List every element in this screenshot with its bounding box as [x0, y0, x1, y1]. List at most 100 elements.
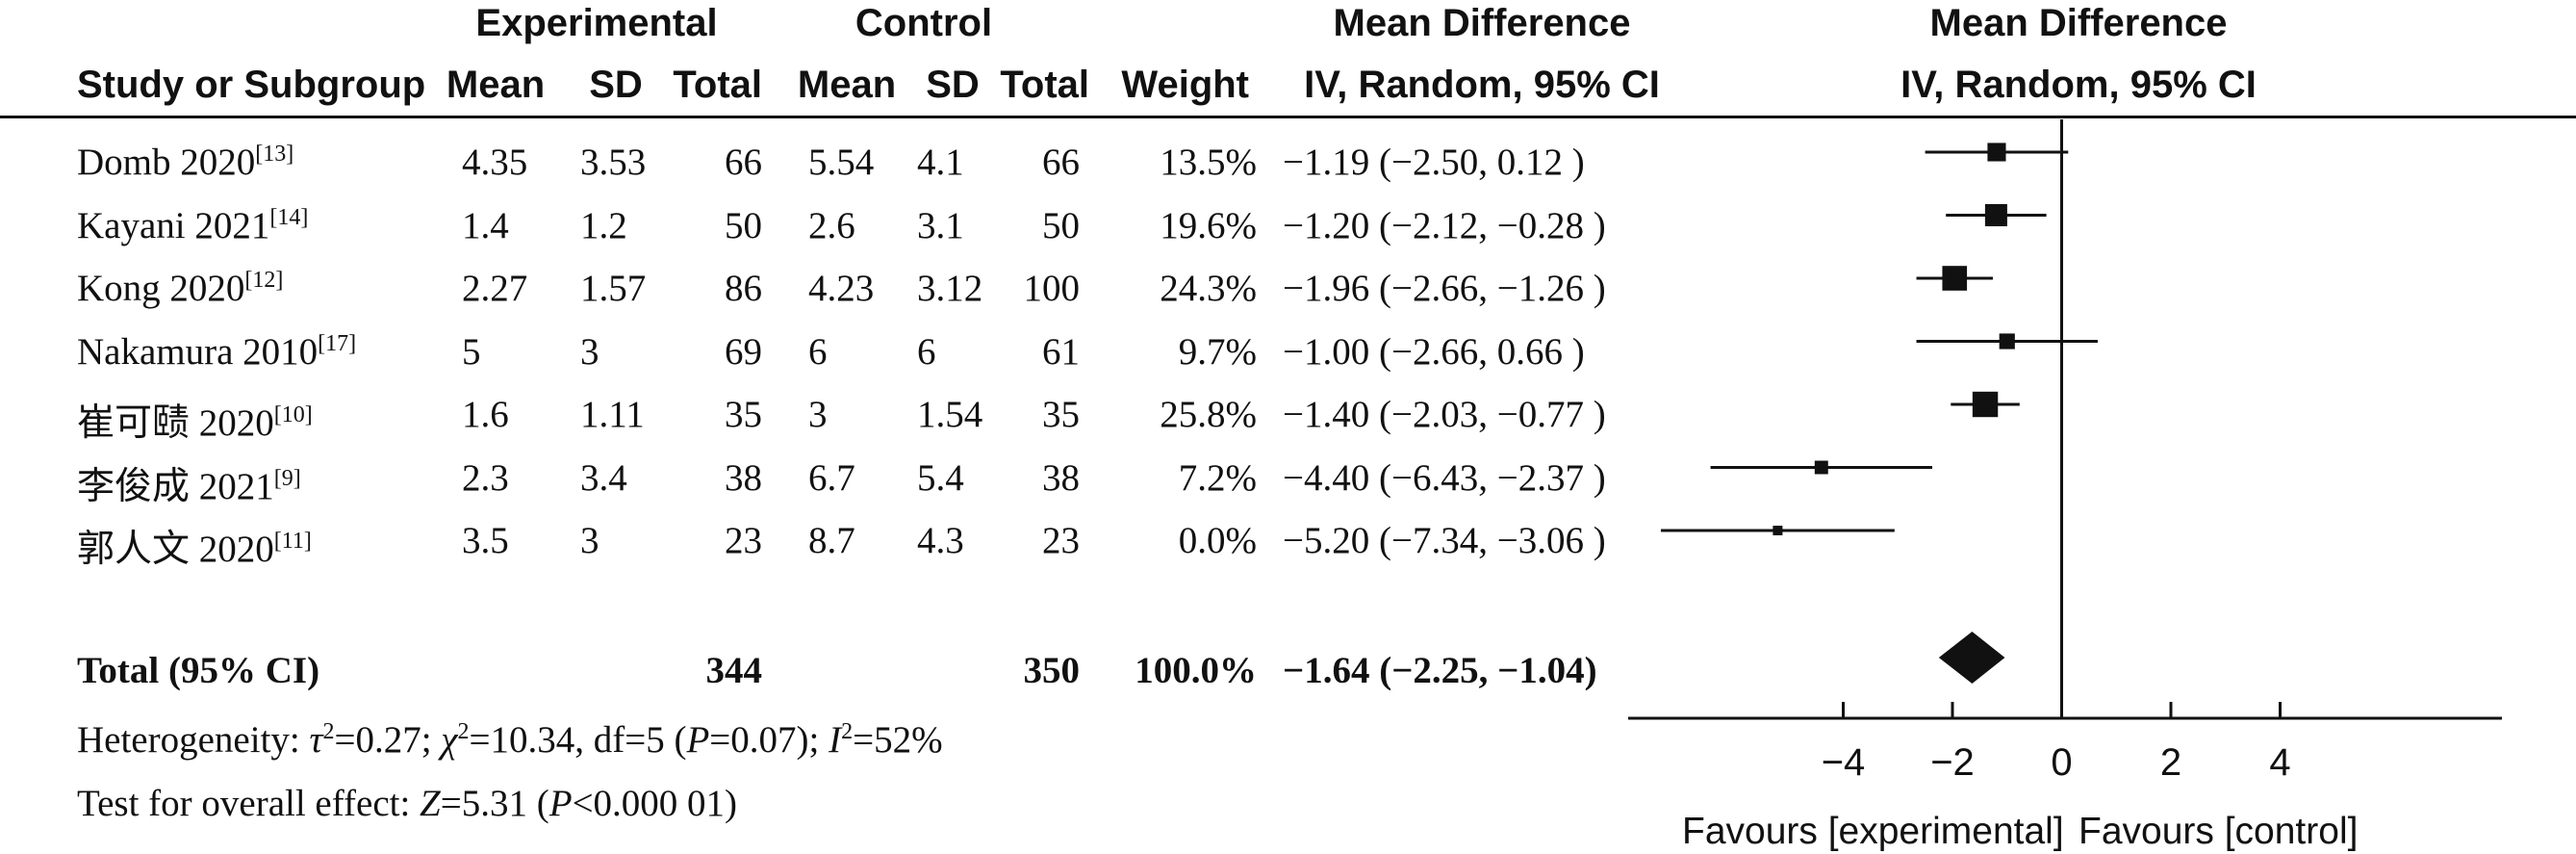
study-name: 郭人文 2020[11]	[77, 519, 312, 573]
total-ctl-total: 350	[1023, 650, 1081, 691]
cell-exp-sd: 3	[580, 520, 599, 561]
cell-ctl-mean: 8.7	[808, 520, 855, 561]
cell-ctl-total: 38	[1042, 456, 1080, 499]
cell-exp-total: 38	[725, 456, 762, 499]
total-exp-total: 344	[705, 650, 763, 691]
header-exp-mean: Mean	[446, 64, 546, 106]
study-name-text: Nakamura 2010	[77, 330, 319, 373]
study-name: Domb 2020[13]	[77, 141, 293, 184]
x-tick-label: 2	[2160, 741, 2181, 784]
cell-ctl-total: 23	[1042, 520, 1080, 561]
cell-exp-sd: 1.2	[580, 204, 627, 246]
study-reference: [13]	[255, 142, 294, 167]
cell-ctl-sd: 3.12	[917, 268, 983, 309]
point-estimate	[1984, 203, 2007, 227]
cell-ctl-sd: 5.4	[917, 456, 964, 499]
x-tick-label: 0	[2051, 741, 2072, 784]
cell-exp-total: 50	[725, 204, 762, 246]
cell-ctl-mean: 3	[808, 394, 828, 435]
cell-ci-text: −1.00 (−2.66, 0.66 )	[1283, 330, 1585, 373]
cell-exp-sd: 1.57	[580, 268, 647, 309]
cell-exp-sd: 3	[580, 330, 599, 373]
cell-exp-mean: 1.6	[462, 394, 509, 435]
point-estimate	[1942, 266, 1968, 291]
study-name-text: 崔可赜 2020	[77, 402, 274, 444]
cell-ci-text: −4.40 (−6.43, −2.37 )	[1283, 456, 1606, 499]
header-mean-difference-plot: Mean Difference	[1929, 2, 2228, 44]
cell-ci-text: −1.96 (−2.66, −1.26 )	[1283, 268, 1606, 309]
cell-ctl-mean: 6	[808, 330, 828, 373]
cell-ctl-total: 61	[1042, 330, 1080, 373]
cell-exp-mean: 3.5	[462, 520, 509, 561]
cell-ci-text: −1.40 (−2.03, −0.77 )	[1283, 394, 1606, 435]
cell-exp-sd: 3.53	[580, 142, 647, 183]
cell-ctl-mean: 6.7	[808, 456, 855, 499]
study-name-text: 李俊成 2021	[77, 465, 274, 507]
cell-ctl-sd: 3.1	[917, 204, 964, 246]
favours-control-label: Favours [control]	[2079, 811, 2358, 852]
pooled-diamond	[1938, 632, 2005, 684]
cell-weight: 24.3%	[1160, 268, 1257, 309]
header-mean-difference-table: Mean Difference	[1333, 2, 1631, 44]
cell-ctl-total: 100	[1023, 268, 1081, 309]
header-ctl-mean: Mean	[797, 64, 897, 106]
study-reference: [10]	[273, 402, 313, 427]
header-ctl-total: Total	[1000, 64, 1089, 106]
cell-exp-mean: 1.4	[462, 204, 509, 246]
study-name-text: Kong 2020	[77, 268, 245, 309]
x-tick-label: −2	[1930, 741, 1975, 784]
cell-ctl-sd: 4.1	[917, 142, 964, 183]
study-name: Kong 2020[12]	[77, 267, 283, 310]
study-reference: [14]	[269, 204, 309, 230]
study-reference: [11]	[273, 529, 312, 554]
point-estimate	[1773, 526, 1783, 535]
cell-exp-total: 69	[725, 330, 762, 373]
study-name: 李俊成 2021[9]	[77, 456, 301, 510]
study-reference: [17]	[318, 330, 357, 356]
cell-exp-mean: 2.27	[462, 268, 528, 309]
cell-ctl-total: 50	[1042, 204, 1080, 246]
cell-ci-text: −1.19 (−2.50, 0.12 )	[1283, 142, 1585, 183]
cell-exp-mean: 5	[462, 330, 481, 373]
study-name-text: 郭人文 2020	[77, 529, 274, 570]
header-weight: Weight	[1121, 64, 1249, 106]
cell-exp-total: 23	[725, 520, 762, 561]
cell-ctl-mean: 2.6	[808, 204, 855, 246]
study-name-text: Kayani 2021	[77, 204, 270, 246]
total-label: Total (95% CI)	[77, 650, 320, 691]
cell-weight: 9.7%	[1178, 330, 1257, 373]
study-name-text: Domb 2020	[77, 142, 256, 183]
point-estimate	[1972, 391, 1999, 418]
cell-ctl-total: 35	[1042, 394, 1080, 435]
cell-exp-total: 86	[725, 268, 762, 309]
header-experimental: Experimental	[475, 2, 718, 44]
cell-weight: 0.0%	[1178, 520, 1257, 561]
favours-experimental-label: Favours [experimental]	[1682, 811, 2064, 852]
total-weight: 100.0%	[1135, 650, 1257, 691]
header-ctl-sd: SD	[926, 64, 980, 106]
cell-exp-mean: 4.35	[462, 142, 528, 183]
x-tick-label: 4	[2269, 741, 2290, 784]
header-exp-total: Total	[673, 64, 762, 106]
study-name: 崔可赜 2020[10]	[77, 393, 313, 447]
overall-effect-text: Test for overall effect: Z=5.31 (P<0.000…	[77, 783, 738, 824]
study-reference: [12]	[244, 268, 284, 293]
cell-ctl-mean: 5.54	[808, 142, 875, 183]
cell-exp-mean: 2.3	[462, 456, 509, 499]
header-md-table-subtitle: IV, Random, 95% CI	[1304, 64, 1660, 106]
heterogeneity-text: Heterogeneity: τ2=0.27; χ2=10.34, df=5 (…	[77, 719, 943, 761]
study-name: Nakamura 2010[17]	[77, 330, 356, 374]
cell-ci-text: −5.20 (−7.34, −3.06 )	[1283, 520, 1606, 561]
cell-exp-sd: 3.4	[580, 456, 627, 499]
cell-weight: 25.8%	[1160, 394, 1257, 435]
cell-exp-total: 66	[725, 142, 762, 183]
point-estimate	[1814, 460, 1828, 475]
cell-exp-sd: 1.11	[580, 394, 645, 435]
header-rule	[0, 116, 2576, 118]
x-tick-label: −4	[1822, 741, 1866, 784]
header-exp-sd: SD	[589, 64, 643, 106]
cell-weight: 13.5%	[1160, 142, 1257, 183]
cell-ctl-sd: 1.54	[917, 394, 983, 435]
cell-exp-total: 35	[725, 394, 762, 435]
